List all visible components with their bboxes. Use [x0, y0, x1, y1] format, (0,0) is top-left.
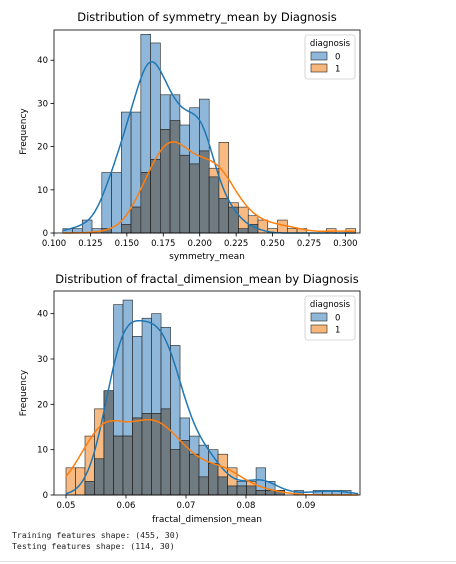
bar-overlap	[132, 417, 143, 496]
chart-title: Distribution of symmetry_mean by Diagnos…	[77, 10, 337, 24]
bar-overlap	[130, 206, 142, 234]
bar-overlap	[160, 408, 171, 496]
kde-line-class-0	[65, 319, 359, 495]
legend-swatch-class-1	[310, 324, 328, 334]
bar-class-1	[75, 467, 86, 496]
bar-overlap	[94, 458, 105, 496]
plot-frame	[53, 290, 361, 496]
y-tick-label: 0	[43, 229, 48, 239]
y-tick-label: 30	[37, 99, 48, 109]
bar-overlap	[170, 449, 181, 496]
y-tick-label: 30	[37, 355, 48, 365]
legend-label-class-0: 0	[335, 53, 340, 63]
y-tick-label: 0	[43, 491, 48, 501]
bar-overlap	[84, 481, 95, 496]
y-tick-label: 20	[37, 143, 48, 153]
y-axis-label: Frequency	[19, 369, 29, 416]
console-line-training: Training features shape: (455, 30)	[12, 530, 180, 540]
x-tick-label: 0.09	[297, 501, 316, 511]
bar-overlap	[218, 198, 230, 234]
bar-class-1	[277, 219, 288, 234]
bar-overlap	[113, 435, 124, 496]
bar-overlap	[246, 485, 257, 496]
legend-label-class-1: 1	[335, 65, 340, 75]
x-tick-label: 0.125	[78, 239, 102, 249]
bar-overlap	[140, 172, 151, 234]
bar-overlap	[169, 120, 181, 234]
legend-label-class-0: 0	[335, 314, 340, 324]
bar-overlap	[141, 413, 152, 496]
legend-title: diagnosis	[310, 300, 351, 310]
plot-frame	[53, 29, 361, 234]
x-axis-label: fractal_dimension_mean	[152, 515, 262, 525]
x-tick-label: 0.07	[177, 501, 196, 511]
histogram-bars	[62, 34, 356, 234]
x-tick-label: 0.150	[115, 239, 139, 249]
bar-overlap	[199, 150, 210, 234]
bar-overlap	[208, 176, 220, 234]
bar-overlap	[189, 163, 200, 234]
bar-overlap	[227, 485, 238, 496]
bar-overlap	[179, 154, 190, 234]
bar-overlap	[198, 476, 209, 496]
chart-title: Distribution of fractal_dimension_mean b…	[55, 272, 358, 286]
y-axis-label: Frequency	[19, 108, 29, 155]
legend-swatch-class-0	[310, 51, 328, 61]
y-tick-label: 10	[37, 446, 48, 456]
x-tick-label: 0.300	[333, 239, 357, 249]
x-tick-label: 0.250	[260, 239, 284, 249]
bar-class-0	[101, 172, 112, 234]
bar-overlap	[228, 206, 239, 234]
x-tick-label: 0.175	[151, 239, 175, 249]
legend-title: diagnosis	[310, 39, 351, 49]
charts-canvas: Distribution of symmetry_mean by Diagnos…	[19, 10, 361, 525]
bar-class-0	[81, 219, 93, 234]
y-tick-label: 40	[37, 56, 48, 66]
bar-overlap	[150, 159, 161, 234]
x-tick-label: 0.200	[188, 239, 212, 249]
cell-divider	[0, 561, 456, 562]
x-axis-label: symmetry_mean	[169, 252, 245, 262]
console-line-testing: Testing features shape: (114, 30)	[12, 541, 175, 551]
bar-overlap	[217, 476, 228, 496]
x-tick-label: 0.05	[57, 501, 76, 511]
bar-class-0	[111, 172, 122, 234]
x-tick-label: 0.08	[237, 501, 256, 511]
y-tick-label: 20	[37, 400, 48, 410]
x-tick-label: 0.100	[42, 239, 66, 249]
bar-overlap	[265, 490, 276, 496]
kde-line-class-1	[62, 141, 356, 234]
bar-overlap	[255, 490, 266, 496]
y-tick-label: 10	[37, 186, 48, 196]
bar-overlap	[189, 453, 200, 496]
bar-overlap	[236, 485, 247, 496]
legend-swatch-class-0	[310, 312, 328, 322]
bar-overlap	[238, 228, 249, 234]
bar-overlap	[208, 462, 219, 496]
console-output: Training features shape: (455, 30) Testi…	[12, 530, 180, 552]
bar-overlap	[151, 413, 162, 496]
legend: diagnosis 0 1	[304, 34, 356, 80]
bar-overlap	[122, 435, 133, 496]
x-tick-label: 0.275	[297, 239, 321, 249]
chart-2: Distribution of fractal_dimension_mean b…	[19, 272, 361, 525]
legend-label-class-1: 1	[335, 326, 340, 336]
x-tick-label: 0.06	[117, 501, 136, 511]
y-tick-label: 40	[37, 310, 48, 320]
legend-swatch-class-1	[310, 63, 328, 73]
chart-1: Distribution of symmetry_mean by Diagnos…	[19, 10, 361, 262]
legend: diagnosis 0 1	[304, 295, 356, 341]
histogram-bars	[65, 299, 352, 496]
x-tick-label: 0.225	[224, 239, 248, 249]
bar-overlap	[121, 224, 132, 234]
